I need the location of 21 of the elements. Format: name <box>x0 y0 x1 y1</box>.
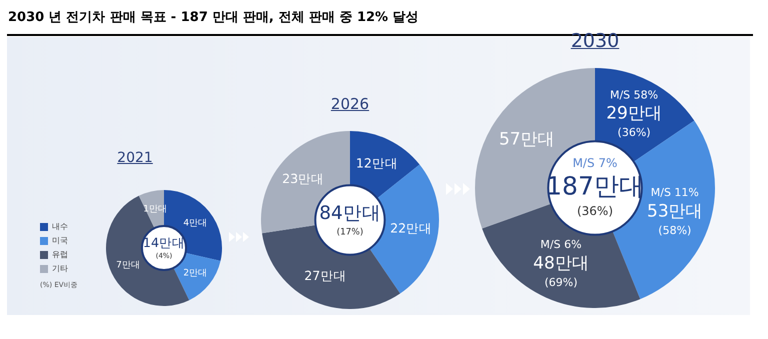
legend-label: 내수 <box>52 222 68 232</box>
chart-title: 2030 년 전기차 판매 목표 - 187 만대 판매, 전체 판매 중 12% 달성 <box>8 9 419 26</box>
chart-subtitle: 2030 <box>570 30 620 52</box>
data-label: M/S 11% 53만대 (58%) <box>647 186 703 237</box>
data-label: 7만대 <box>116 260 140 271</box>
text: 84만대 (17%) <box>319 203 381 238</box>
data-label: M/S 6% 48만대 (69%) <box>533 238 589 289</box>
chart-subtitle: 2021 <box>116 150 154 166</box>
data-label: 57만대 <box>498 129 555 150</box>
data-label: 23만대 <box>282 170 324 186</box>
data-label: M/S 58% 29만대 (36%) <box>606 88 662 140</box>
legend-label: 기타 <box>52 264 68 274</box>
text: M/S 7% 187만대 (36%) <box>546 156 644 218</box>
chart-subtitle: 2026 <box>330 95 370 113</box>
data-label: 22만대 <box>390 220 432 236</box>
data-label: 27만대 <box>304 268 346 283</box>
data-label: 12만대 <box>356 156 398 171</box>
data-label: 2만대 <box>183 268 208 278</box>
legend-label: 유럽 <box>52 250 68 260</box>
data-label: 4만대 <box>183 218 208 228</box>
legend-label: 미국 <box>52 236 68 246</box>
